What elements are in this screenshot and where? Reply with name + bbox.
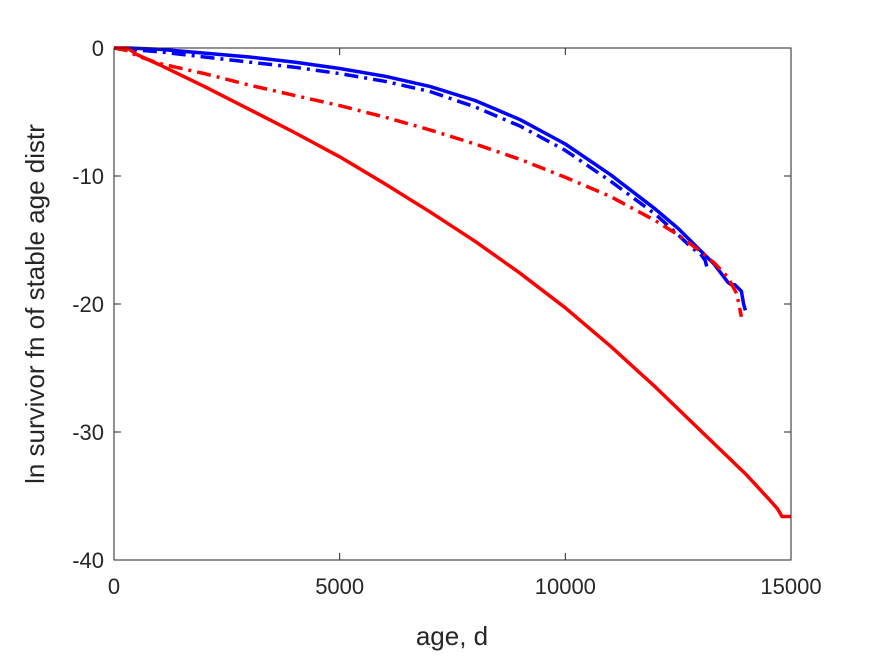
y-tick-label: -40 (72, 548, 104, 573)
x-axis-label: age, d (416, 621, 488, 651)
plot-area (114, 48, 791, 560)
series-line-3 (113, 46, 744, 318)
y-tick-label: 0 (92, 36, 104, 61)
series-line-4 (114, 46, 791, 519)
x-tick-label: 0 (108, 574, 120, 599)
tick-layer: 0 5000 10000 15000 0 -10 -20 -30 -40 (72, 36, 821, 599)
y-axis-label: ln survivor fn of stable age distr (20, 124, 50, 484)
x-tick-label: 5000 (315, 574, 364, 599)
y-tick-label: -30 (72, 420, 104, 445)
series-layer (113, 46, 791, 519)
x-tick-label: 15000 (760, 574, 821, 599)
series-line-2 (113, 46, 710, 272)
y-tick-label: -10 (72, 164, 104, 189)
x-tick-label: 10000 (535, 574, 596, 599)
y-tick-label: -20 (72, 292, 104, 317)
